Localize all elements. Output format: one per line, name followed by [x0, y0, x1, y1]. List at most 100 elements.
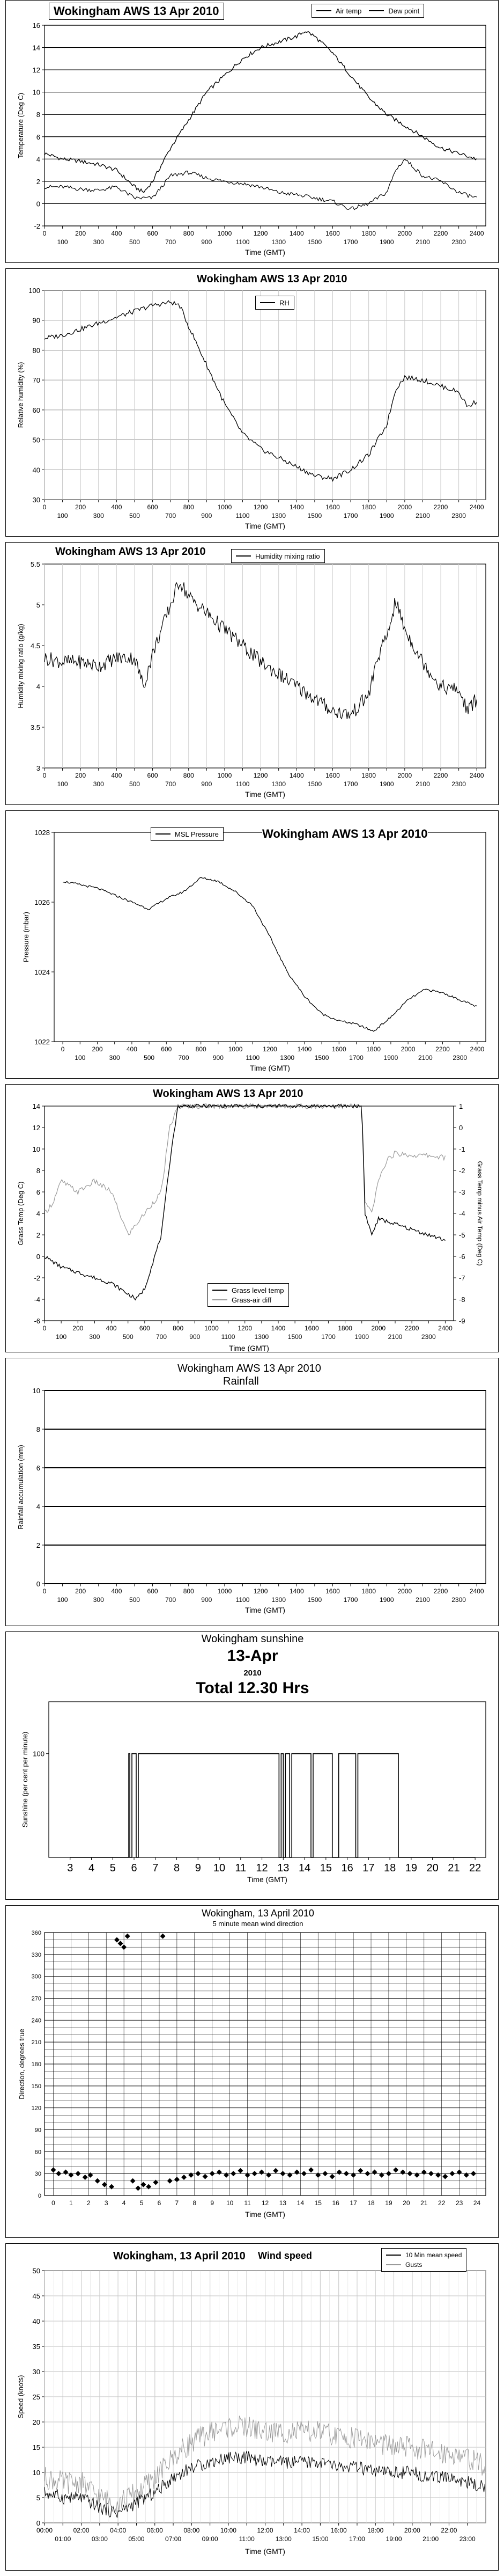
- x-tick-label: 22: [438, 2199, 446, 2207]
- plot-area: [44, 290, 486, 500]
- x-tick-label: 12: [262, 2199, 269, 2207]
- x-tick-label: 16: [341, 1862, 353, 1874]
- wind-direction-point: [308, 2167, 314, 2173]
- rh-chart-title: Wokingham AWS 13 Apr 2010: [197, 273, 347, 286]
- x-tick-label: 100: [57, 1596, 68, 1604]
- wind-direction-point: [109, 2184, 115, 2190]
- y-tick-label: 10: [33, 1387, 40, 1395]
- x-tick-label: 1600: [332, 1045, 346, 1053]
- x-tick-label: 2000: [397, 230, 412, 237]
- wind-direction-point: [181, 2174, 187, 2180]
- y-tick-label: 1024: [34, 968, 50, 976]
- x-tick-label: 2: [87, 2199, 91, 2207]
- y-tick-label: 16: [33, 21, 40, 30]
- wind-direction-point: [351, 2172, 357, 2178]
- wind-direction-subtitle: 5 minute mean wind direction: [212, 1920, 303, 1928]
- wind-direction-point: [301, 2171, 307, 2177]
- y-tick-label: 14: [33, 1102, 40, 1110]
- x-tick-label: 200: [92, 1045, 102, 1053]
- y-tick-label: 20: [33, 2418, 40, 2426]
- series-msl-pressure-line: [63, 877, 478, 1032]
- wind-direction-title: Wokingham, 13 April 2010: [202, 1908, 314, 1919]
- y-tick-label: 25: [33, 2393, 40, 2401]
- y-tick-label: 1022: [34, 1038, 50, 1046]
- x-tick-label: 14:00: [294, 2527, 310, 2534]
- wind-direction-point: [379, 2172, 384, 2178]
- x-tick-label: 1600: [325, 772, 340, 779]
- wind-direction-point: [174, 2177, 180, 2183]
- wind-direction-point: [428, 2171, 434, 2177]
- x-tick-label: 300: [93, 238, 104, 246]
- x-tick-label: 1500: [308, 1596, 322, 1604]
- legend-swatch: [386, 2255, 401, 2256]
- legend-swatch: [386, 2264, 401, 2265]
- x-tick-label: 16: [332, 2199, 340, 2207]
- wind-direction-point: [140, 2182, 146, 2187]
- x-tick-label: 2200: [434, 772, 448, 779]
- wind-speed-chart: 0 5 10 15 20 25 30 35 40 45 50 00:00 02:00 04:00 06:00…: [17, 2267, 486, 2556]
- wind-direction-point: [251, 2171, 257, 2177]
- wind-direction-point: [87, 2172, 93, 2178]
- x-tick-label: 2000: [401, 1045, 416, 1053]
- y-tick-label: 240: [32, 2017, 41, 2024]
- x-tick-label: 1200: [263, 1045, 277, 1053]
- wind-direction-point: [146, 2184, 152, 2190]
- x-axis-label: Time (GMT): [245, 248, 285, 257]
- x-tick-label: 17: [350, 2199, 357, 2207]
- x-tick-label: 400: [111, 772, 122, 779]
- wind-direction-point: [238, 2168, 243, 2174]
- wind-direction-point: [258, 2169, 264, 2175]
- x-tick-label: 1800: [361, 772, 376, 779]
- x-tick-label: 10: [213, 1862, 225, 1874]
- y-tick-label: 4: [36, 1503, 40, 1511]
- y-tick-label: 5.5: [31, 560, 40, 568]
- y-right-tick-label: -2: [459, 1167, 465, 1175]
- x-tick-label: 1500: [308, 780, 322, 788]
- x-tick-label: 800: [183, 503, 194, 511]
- wind-direction-point: [414, 2172, 420, 2178]
- y-tick-label: 80: [33, 346, 40, 354]
- rh-legend: RH: [255, 296, 294, 310]
- legend-swatch: [155, 833, 171, 835]
- wind-direction-point: [195, 2171, 201, 2177]
- wind-direction-point: [393, 2167, 399, 2173]
- y-tick-label: 12: [33, 66, 40, 74]
- wind-direction-point: [456, 2169, 462, 2175]
- x-tick-label: 2400: [438, 1324, 453, 1332]
- x-tick-label: 1000: [218, 772, 232, 779]
- x-tick-label: 2200: [434, 1587, 448, 1595]
- x-tick-label: 18: [367, 2199, 375, 2207]
- wind-direction-point: [442, 2174, 448, 2179]
- x-tick-label: 4: [122, 2199, 126, 2207]
- x-tick-label: 18: [384, 1862, 396, 1874]
- x-tick-label: 700: [165, 238, 176, 246]
- y-tick-label: 300: [32, 1974, 41, 1980]
- x-tick-label: 13: [279, 2199, 287, 2207]
- x-tick-label: 2300: [451, 780, 466, 788]
- x-tick-label: 1600: [325, 1587, 340, 1595]
- series-mean-speed-line: [44, 2450, 485, 2518]
- x-tick-label: 23: [456, 2199, 463, 2207]
- x-tick-label: 500: [144, 1054, 154, 1062]
- x-tick-label: 2100: [416, 238, 430, 246]
- x-tick-label: 1300: [255, 1333, 269, 1341]
- x-tick-label: 100: [57, 238, 68, 246]
- y-tick-label: 6: [36, 1188, 40, 1196]
- x-tick-label: 0: [43, 230, 47, 237]
- x-tick-label: 0: [43, 1324, 47, 1332]
- x-tick-label: 4: [88, 1862, 94, 1874]
- y-tick-label: 45: [33, 2292, 40, 2300]
- x-tick-label: 900: [213, 1054, 224, 1062]
- legend-swatch: [212, 1299, 227, 1300]
- wind-speed-subtitle: Wind speed: [258, 2250, 312, 2262]
- x-tick-label: 14: [297, 2199, 305, 2207]
- x-tick-label: 18:00: [367, 2527, 383, 2534]
- x-tick-label: 200: [75, 230, 86, 237]
- y-tick-label: 270: [32, 1996, 41, 2002]
- x-tick-label: 1800: [361, 230, 376, 237]
- x-tick-label: 1300: [271, 1596, 286, 1604]
- x-tick-label: 1800: [338, 1324, 352, 1332]
- y-tick-label: -2: [34, 222, 40, 230]
- y-tick-label: 5: [36, 601, 40, 609]
